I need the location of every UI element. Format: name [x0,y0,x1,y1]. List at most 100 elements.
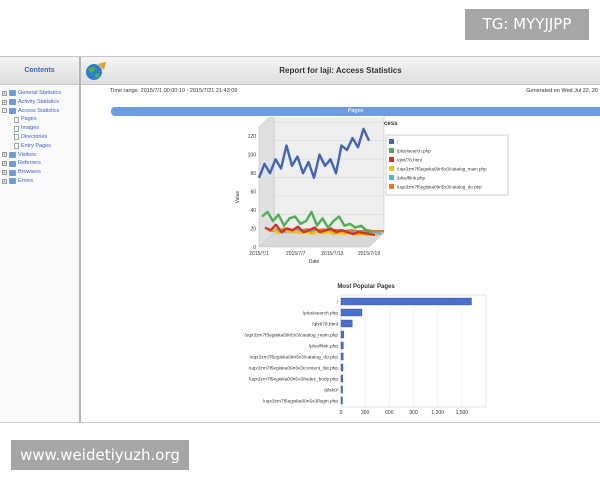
category-label: /qlxt/78.html [312,321,338,327]
folder-icon [9,107,16,114]
sidebar-item-access-statistics[interactable]: - Access Statistics [0,107,79,116]
generated-on: Generated on Wed Jul 22, 20 [526,88,598,94]
legend-swatch-3 [389,166,394,171]
sidebar-item-label: General Statistics [18,90,62,96]
x-tick-label: 2015/7/7 [286,251,306,257]
sidebar-item-entry-pages[interactable]: Entry Pages [0,142,79,151]
sidebar-item-referrers[interactable]: + Referrers [0,159,79,168]
bar-7 [340,374,343,383]
sidebar-item-general-statistics[interactable]: + General Statistics [0,89,79,98]
sidebar-item-images[interactable]: Images [0,124,79,133]
category-label: /uqx3zm7f5egiska09n5x3/content_list.php [249,365,339,371]
x-tick-label: 2015/7/19 [358,251,380,257]
expand-icon[interactable]: + [2,152,7,159]
bar-6 [340,363,344,372]
sidebar-item-browsers[interactable]: + Browsers [0,168,79,177]
page-icon [14,134,19,141]
sidebar-item-activity-statistics[interactable]: + Activity Statistics [0,98,79,107]
most-popular-pages-chart: Most Popular Pages 0 300 600 900 1,200 1,500 / /… [244,284,487,416]
y-tick-label: 20 [250,227,256,233]
report-window: Contents + General Statistics + Activity St… [0,56,600,423]
watermark-top: TG: MYYJJPP [465,9,589,40]
legend-swatch-2 [389,157,394,162]
sidebar-item-label: Errors [18,177,33,184]
expand-icon[interactable]: + [2,90,7,97]
sidebar-item-label: Browsers [18,169,41,176]
series-line-3 [267,228,379,237]
expand-icon[interactable]: + [2,178,7,185]
folder-icon [9,178,16,185]
folder-icon [9,169,16,176]
bar-1 [340,308,363,317]
sidebar-header: Contents [0,57,79,85]
category-label: /plus/search.php [303,310,339,316]
y-tick-label: 120 [248,134,257,140]
y-tick-label: 100 [248,153,257,159]
folder-icon [9,99,16,106]
expand-icon[interactable]: + [2,99,7,106]
folder-icon [9,90,16,97]
category-label: /uqx3zm7f5egiska09n5x3/catalog_do.php [249,354,338,360]
legend-entry-0: / [397,140,399,145]
bar-3 [340,330,345,339]
y-tick-label: 80 [250,171,256,177]
sidebar-item-errors[interactable]: + Errors [0,177,79,186]
sidebar-item-label: Access Statistics [18,107,60,114]
sidebar-item-label: Directories [21,133,48,140]
globe-logo-icon [86,62,106,80]
sidebar-item-label: Visitors [18,151,36,158]
legend-swatch-0 [389,139,394,144]
chart-title: Most Popular Pages [337,284,395,290]
legend-swatch-1 [389,148,394,153]
category-label: /uqx3zm7f5egiska09n5x3/index_body.php [249,376,339,382]
bar-0 [340,297,472,306]
bar-9 [340,396,343,405]
legend-entry-2: /qlxt/78.html [397,158,422,163]
x-tick-label: 2015/7/13 [321,251,343,257]
legend-swatch-5 [389,184,394,189]
sidebar-item-label: Entry Pages [21,142,51,149]
x-tick-label: 300 [361,410,370,416]
page-icon [14,125,19,132]
category-label: /plsk0/ [324,387,339,393]
y-tick-label: 60 [250,190,256,196]
bar-2 [340,319,353,328]
series-line-0 [257,127,371,179]
chart-back-wall [273,117,385,234]
category-label: /uqx3zm7f5egiska09n5x3/catalog_main.php [244,332,338,338]
page-icon [14,143,19,150]
category-label: /uqx3zm7f5egiska09n5x3/login.php [263,398,339,404]
main-panel: Report for laji: Access Statistics Time … [81,57,600,422]
category-label: / [337,299,339,305]
sidebar-item-label: Pages [21,116,37,123]
series-line-2 [264,223,376,237]
y-tick-label: 40 [250,208,256,214]
sidebar-tree: + General Statistics + Activity Statistics -… [0,89,79,186]
sidebar-item-label: Referrers [18,160,41,167]
folder-icon [9,151,16,158]
category-label: /plus/flink.php [309,343,339,349]
series-line-1 [261,210,373,235]
folder-icon [9,160,16,167]
legend-swatch-4 [389,175,394,180]
x-tick-label: 0 [340,410,343,416]
watermark-bottom: www.weidetiyuzh.org [11,440,189,470]
expand-icon[interactable]: + [2,161,7,168]
legend-entry-1: /plus/search.php [397,149,431,154]
page-icon [14,116,19,123]
sidebar-item-label: Activity Statistics [18,98,59,105]
section-header-pages[interactable]: Pages [111,107,600,116]
daily-page-access-chart: Daily Page Access0204060801001202015/7/1… [235,117,509,265]
sidebar-item-visitors[interactable]: + Visitors [0,151,79,160]
chart-legend [385,134,509,196]
time-range: Time range: 2015/7/1 00:00:10 - 2015/7/2… [110,88,238,94]
collapse-icon[interactable]: - [2,108,7,115]
sidebar-item-directories[interactable]: Directories [0,133,79,142]
sidebar-item-pages[interactable]: Pages [0,115,79,124]
sidebar-item-label: Images [21,125,40,132]
legend-entry-5: /uqx3zm7f5egiska09n5x3/catalog_do.php [397,185,482,190]
x-tick-label: 900 [409,410,418,416]
x-tick-label: 600 [385,410,394,416]
expand-icon[interactable]: + [2,170,7,177]
page-title: Report for laji: Access Statistics [279,66,402,75]
